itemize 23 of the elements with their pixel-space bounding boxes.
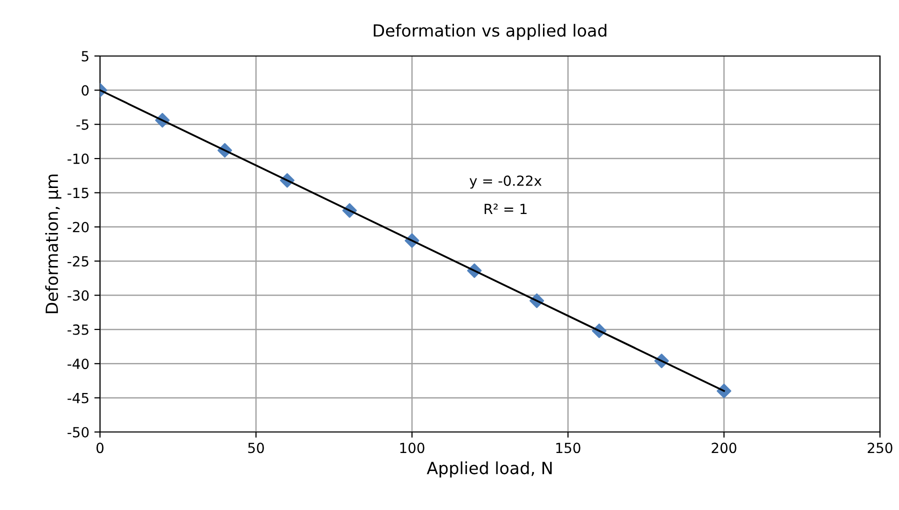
y-axis-title: Deformation, µm — [45, 174, 62, 314]
y-tick-label: -15 — [68, 188, 88, 198]
y-tick-label: -25 — [68, 256, 88, 267]
y-tick-label: -5 — [76, 120, 88, 130]
y-tick-label: -50 — [68, 426, 89, 438]
annotation: R² = 1 — [484, 204, 527, 214]
y-tick-label: -45 — [68, 392, 88, 404]
y-tick-label: 0 — [82, 85, 89, 96]
x-tick-label: 250 — [868, 442, 892, 454]
x-tick-label: 0 — [96, 442, 104, 454]
y-tick-label: -20 — [68, 222, 89, 232]
y-tick-label: -40 — [68, 358, 89, 370]
x-tick-label: 100 — [400, 442, 424, 454]
annotation: y = -0.22x — [470, 175, 542, 189]
y-tick-label: -10 — [68, 154, 89, 164]
x-axis-title: Applied load, N — [426, 461, 552, 478]
y-tick-label: 5 — [82, 51, 88, 62]
chart-title: Deformation vs applied load — [374, 24, 606, 40]
x-tick-label: 150 — [556, 442, 580, 454]
y-tick-label: -30 — [68, 290, 89, 301]
x-tick-label: 200 — [712, 442, 736, 454]
x-tick-label: 50 — [248, 442, 264, 454]
y-tick-label: -35 — [68, 324, 88, 335]
